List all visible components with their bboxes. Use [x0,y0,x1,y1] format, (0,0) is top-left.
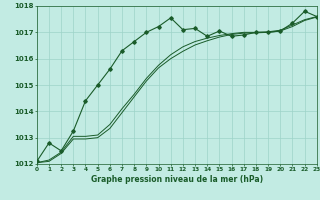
X-axis label: Graphe pression niveau de la mer (hPa): Graphe pression niveau de la mer (hPa) [91,175,263,184]
